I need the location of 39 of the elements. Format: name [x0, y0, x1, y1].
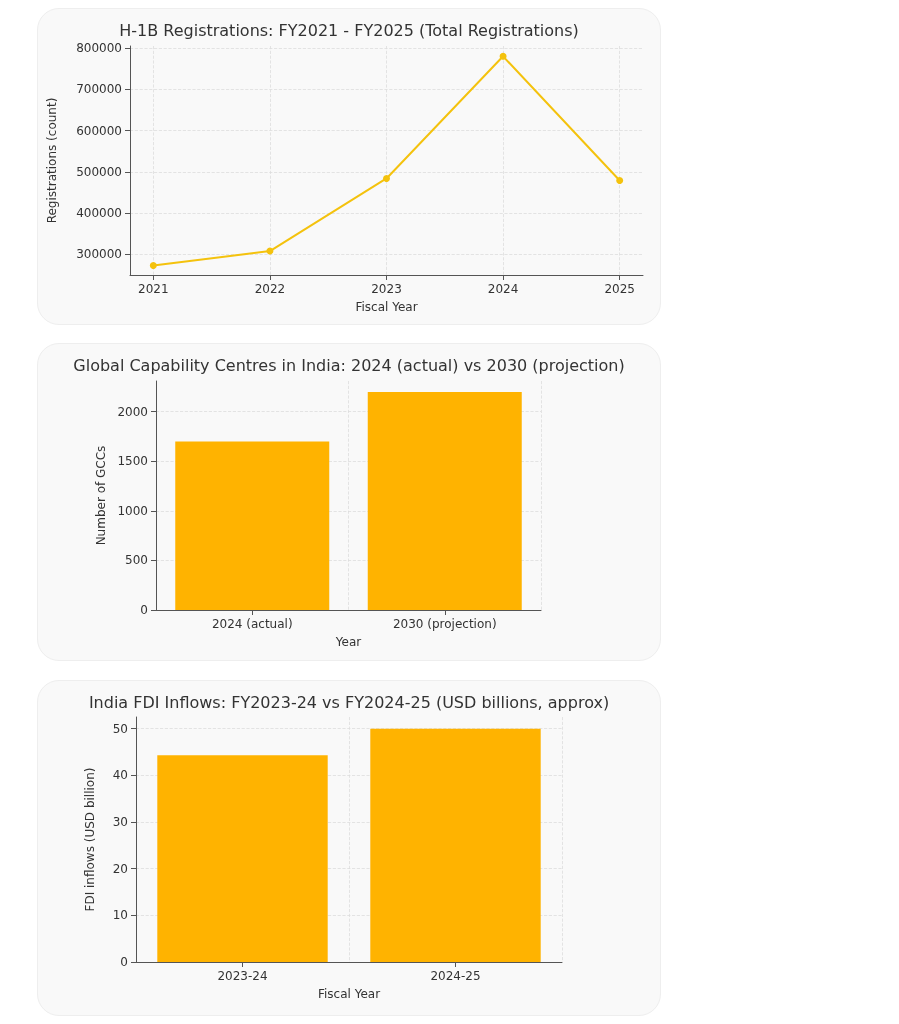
- y-tick-label: 50: [112, 721, 128, 736]
- x-tick-label: 2024: [487, 282, 519, 296]
- y-tick-label: 600000: [76, 123, 122, 138]
- y-tick-label: 300000: [76, 247, 122, 262]
- chart-title: Global Capability Centres in India: 2024 (actual) vs 2030 (projection): [73, 355, 625, 375]
- y-tick-label: 20: [112, 861, 128, 876]
- x-tick-label: 2024 (actual): [211, 617, 293, 631]
- x-tick-label: 2021: [138, 282, 169, 296]
- y-tick-label: 500000: [76, 164, 122, 179]
- y-tick-label: 0: [140, 603, 148, 617]
- y-tick-label: 700000: [76, 82, 122, 97]
- y-axis-title: Registrations (count): [45, 97, 59, 224]
- y-tick-label: 0: [120, 955, 128, 969]
- y-tick-label: 1500: [117, 454, 148, 469]
- y-tick-label: 2000: [117, 404, 148, 419]
- y-tick-label: 10: [112, 908, 128, 923]
- x-tick-label: 2024-25: [430, 969, 481, 983]
- point: [616, 177, 624, 185]
- x-axis-title: Year: [334, 635, 362, 649]
- x-axis-title: Fiscal Year: [355, 300, 418, 314]
- y-tick-label: 500: [125, 553, 148, 568]
- point: [499, 52, 507, 60]
- x-tick-label: 2022: [254, 282, 286, 296]
- x-tick-label: 2025: [604, 282, 635, 296]
- chart-title: India FDI Inflows: FY2023-24 vs FY2024-25 (USD billions, approx): [88, 692, 610, 712]
- y-tick-label: 30: [112, 815, 128, 829]
- y-axis-title: FDI inflows (USD billion): [83, 767, 97, 912]
- point: [149, 262, 157, 270]
- x-axis-title: Fiscal Year: [317, 987, 381, 1001]
- y-axis-title: Number of GCCs: [93, 445, 108, 546]
- x-tick-label: 2023-24: [217, 969, 268, 983]
- x-tick-label: 2030 (projection): [392, 617, 497, 631]
- y-tick-label: 40: [112, 768, 128, 783]
- y-tick-label: 400000: [76, 206, 122, 221]
- y-tick-label: 1000: [117, 503, 148, 518]
- y-tick-label: 800000: [76, 41, 122, 56]
- x-tick-label: 2023: [371, 282, 402, 296]
- chart-title: H-1B Registrations: FY2021 - FY2025 (Total Registrations): [119, 20, 579, 40]
- point: [383, 174, 390, 182]
